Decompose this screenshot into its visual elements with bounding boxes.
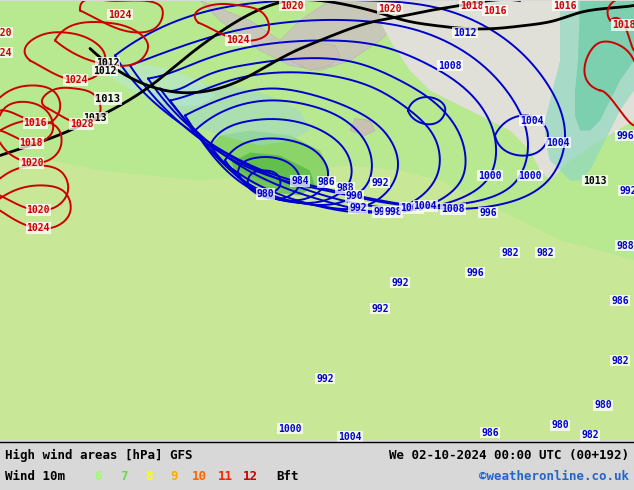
Text: 11: 11 [217, 470, 233, 483]
Text: 10: 10 [192, 470, 207, 483]
Polygon shape [210, 130, 330, 191]
Text: 1020: 1020 [27, 205, 50, 216]
Text: 1004: 1004 [413, 201, 437, 211]
Text: ©weatheronline.co.uk: ©weatheronline.co.uk [479, 470, 629, 483]
Polygon shape [0, 150, 634, 441]
Text: Bft: Bft [276, 470, 298, 483]
Text: 1018: 1018 [612, 20, 634, 29]
Text: 1004: 1004 [521, 116, 544, 125]
Text: We 02-10-2024 00:00 UTC (00+192): We 02-10-2024 00:00 UTC (00+192) [389, 449, 629, 462]
Text: 992: 992 [371, 303, 389, 314]
Text: 1020: 1020 [0, 27, 12, 38]
Text: 1020: 1020 [378, 3, 402, 14]
Text: 6: 6 [94, 470, 102, 483]
Text: 1024: 1024 [27, 223, 50, 233]
Text: 992: 992 [391, 277, 409, 288]
Text: 980: 980 [551, 420, 569, 431]
Text: 1000: 1000 [278, 423, 302, 434]
Text: 984: 984 [291, 176, 309, 186]
Text: 1012: 1012 [453, 27, 477, 38]
Text: 1018: 1018 [460, 0, 484, 10]
Text: 1016: 1016 [553, 0, 577, 10]
Polygon shape [350, 119, 375, 136]
Text: 988: 988 [336, 183, 354, 193]
Text: 1024: 1024 [108, 9, 132, 20]
Text: 986: 986 [481, 427, 499, 438]
Text: 982: 982 [536, 247, 554, 258]
Text: 1000: 1000 [478, 171, 501, 180]
Text: 996: 996 [479, 207, 497, 218]
Text: 990: 990 [346, 191, 363, 201]
Text: 982: 982 [581, 431, 598, 441]
Text: 992: 992 [349, 203, 367, 213]
Text: 1008: 1008 [441, 204, 465, 214]
Polygon shape [380, 0, 634, 180]
Polygon shape [290, 43, 340, 71]
Text: 996: 996 [466, 268, 484, 277]
Text: 1020: 1020 [280, 0, 304, 10]
Text: 1008: 1008 [438, 60, 462, 71]
Text: High wind areas [hPa] GFS: High wind areas [hPa] GFS [5, 449, 193, 462]
Polygon shape [200, 0, 400, 71]
Text: 992: 992 [371, 177, 389, 188]
Text: 1018: 1018 [20, 138, 43, 147]
Text: 1020: 1020 [20, 158, 43, 168]
Polygon shape [232, 152, 315, 196]
Text: 986: 986 [318, 177, 335, 187]
Text: 1000: 1000 [518, 171, 541, 180]
Polygon shape [100, 63, 215, 105]
Text: 8: 8 [145, 470, 153, 483]
Text: Wind 10m: Wind 10m [5, 470, 65, 483]
Polygon shape [0, 0, 634, 441]
Text: 998: 998 [384, 207, 402, 218]
Text: 1024: 1024 [226, 35, 250, 45]
Polygon shape [145, 85, 310, 146]
Text: 980: 980 [594, 400, 612, 411]
Text: 1004: 1004 [547, 138, 570, 147]
Text: 1024: 1024 [0, 48, 12, 57]
Text: 1013: 1013 [583, 175, 607, 186]
Text: 12: 12 [243, 470, 258, 483]
Text: 7: 7 [120, 470, 127, 483]
Text: 996: 996 [616, 130, 634, 141]
Text: 1013: 1013 [96, 94, 120, 103]
Text: 1012: 1012 [93, 66, 117, 75]
Text: 1013: 1013 [84, 113, 107, 123]
Text: 982: 982 [501, 247, 519, 258]
Text: 1028: 1028 [70, 119, 93, 129]
Text: 980: 980 [257, 189, 274, 199]
Polygon shape [0, 0, 30, 230]
Text: 986: 986 [611, 295, 629, 305]
Text: 1016: 1016 [483, 5, 507, 16]
Text: 1000: 1000 [399, 203, 423, 214]
Text: 992: 992 [316, 373, 334, 384]
Text: 1024: 1024 [64, 75, 87, 85]
Polygon shape [575, 0, 634, 130]
Text: 992: 992 [619, 186, 634, 196]
Text: 988: 988 [616, 241, 634, 250]
Text: 1012: 1012 [96, 58, 119, 68]
Text: 982: 982 [611, 356, 629, 366]
Text: 1016: 1016 [23, 118, 47, 128]
Text: 1004: 1004 [339, 432, 362, 441]
Polygon shape [545, 0, 634, 180]
Text: 9: 9 [171, 470, 178, 483]
Text: 996: 996 [373, 207, 391, 217]
